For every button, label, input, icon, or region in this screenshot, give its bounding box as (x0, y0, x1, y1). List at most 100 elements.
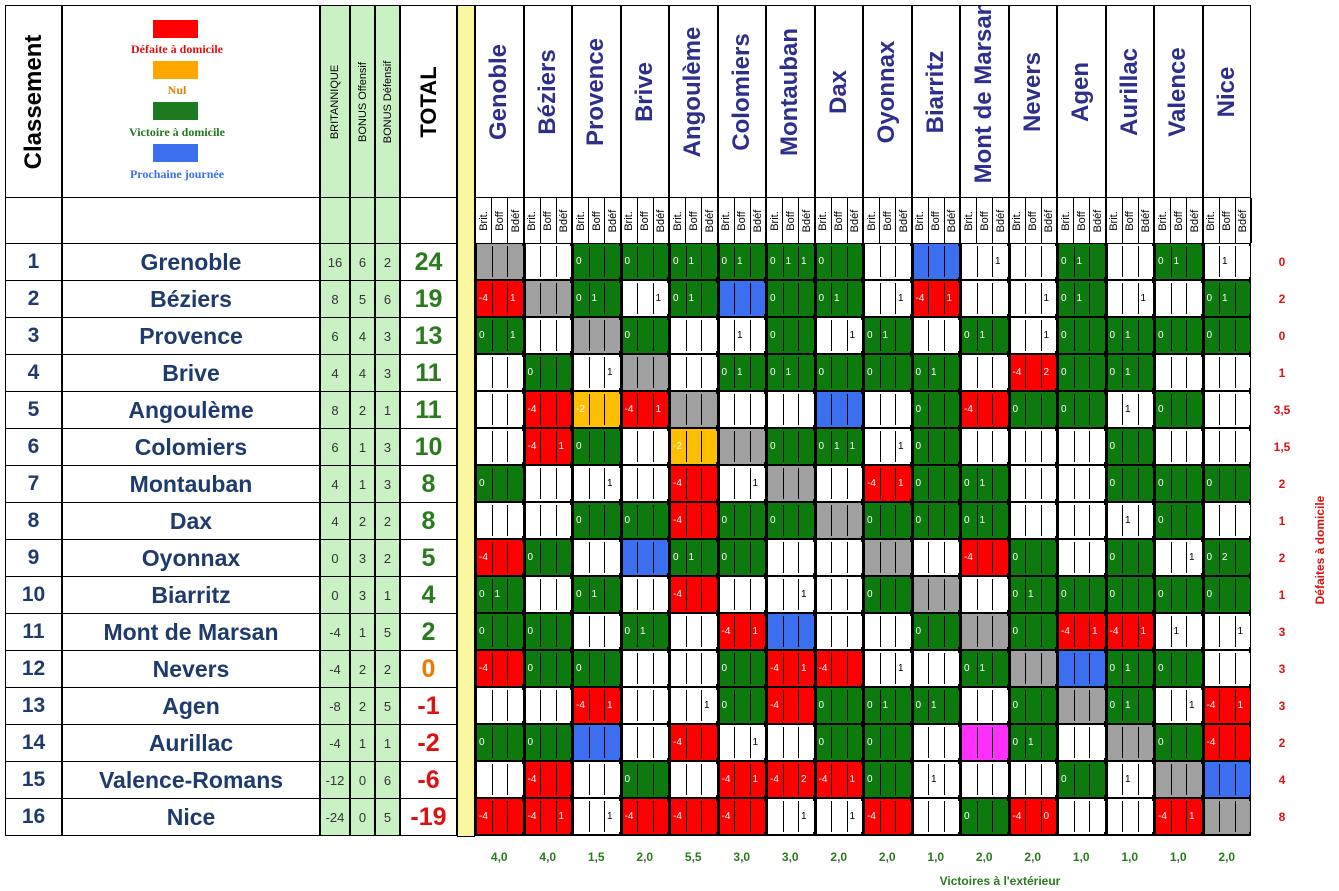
match-cell[interactable]: 0 (1057, 392, 1106, 429)
match-cell[interactable]: -4 (620, 799, 669, 836)
match-cell[interactable]: 1 (1008, 318, 1057, 355)
match-cell[interactable] (523, 318, 572, 355)
match-cell[interactable]: 0 (1057, 577, 1106, 614)
match-cell[interactable]: -4 1 (717, 762, 766, 799)
match-cell[interactable]: 0 (814, 688, 863, 725)
match-cell[interactable] (911, 244, 960, 281)
match-cell[interactable]: -4 1 (1202, 688, 1251, 725)
match-cell[interactable]: 1 (766, 799, 815, 836)
match-cell[interactable] (766, 614, 815, 651)
match-cell[interactable]: 0 (523, 651, 572, 688)
match-cell[interactable] (475, 688, 524, 725)
match-cell[interactable]: 1 (717, 725, 766, 762)
match-cell[interactable]: 0 (1008, 614, 1057, 651)
match-cell[interactable]: 0 (523, 614, 572, 651)
match-cell[interactable]: 0 (1154, 577, 1203, 614)
match-cell[interactable]: -4 1 (475, 281, 524, 318)
match-cell[interactable]: -4 1 (572, 688, 621, 725)
match-cell[interactable]: 0 (717, 688, 766, 725)
match-cell[interactable]: 0 (1008, 540, 1057, 577)
match-cell[interactable] (1154, 429, 1203, 466)
match-cell[interactable]: 0 (1105, 540, 1154, 577)
match-cell[interactable]: 0 (1154, 651, 1203, 688)
match-cell[interactable]: 0 (572, 429, 621, 466)
match-cell[interactable]: 0 (523, 725, 572, 762)
match-cell[interactable] (863, 392, 912, 429)
match-cell[interactable]: 1 (717, 466, 766, 503)
match-cell[interactable] (1154, 281, 1203, 318)
match-cell[interactable] (1202, 762, 1251, 799)
match-cell[interactable]: 0 (475, 725, 524, 762)
match-cell[interactable] (572, 540, 621, 577)
match-cell[interactable]: 1 (669, 688, 718, 725)
match-cell[interactable]: 0 (766, 429, 815, 466)
match-cell[interactable]: 0 (717, 540, 766, 577)
match-cell[interactable]: -4 (475, 651, 524, 688)
team-name[interactable]: Grenoble (62, 244, 320, 281)
match-cell[interactable] (911, 799, 960, 836)
match-cell[interactable] (523, 244, 572, 281)
match-cell[interactable]: -4 1 (1154, 799, 1203, 836)
match-cell[interactable] (1202, 392, 1251, 429)
match-cell[interactable] (1202, 429, 1251, 466)
match-cell[interactable] (523, 466, 572, 503)
match-cell[interactable] (814, 466, 863, 503)
team-name[interactable]: Agen (62, 688, 320, 725)
team-name[interactable]: Angoulème (62, 392, 320, 429)
match-cell[interactable]: -4 (669, 503, 718, 540)
match-cell[interactable]: 0 (1154, 725, 1203, 762)
match-cell[interactable]: -4 (475, 540, 524, 577)
match-cell[interactable]: 0 (620, 762, 669, 799)
match-cell[interactable] (717, 281, 766, 318)
match-cell[interactable] (1105, 725, 1154, 762)
match-cell[interactable]: 1 (1154, 688, 1203, 725)
match-cell[interactable] (1008, 651, 1057, 688)
match-cell[interactable]: 0 (572, 244, 621, 281)
match-cell[interactable]: -4 1 (523, 429, 572, 466)
match-cell[interactable] (1202, 503, 1251, 540)
match-cell[interactable] (766, 725, 815, 762)
match-cell[interactable] (523, 503, 572, 540)
match-cell[interactable] (620, 651, 669, 688)
match-cell[interactable]: 0 (717, 503, 766, 540)
match-cell[interactable]: -2 (572, 392, 621, 429)
match-cell[interactable]: 0 (863, 577, 912, 614)
match-cell[interactable]: 0 (572, 651, 621, 688)
match-cell[interactable]: 0 (620, 318, 669, 355)
match-cell[interactable]: 0 (814, 725, 863, 762)
match-cell[interactable]: -4 (669, 466, 718, 503)
match-cell[interactable] (1105, 244, 1154, 281)
match-cell[interactable]: 0 (620, 503, 669, 540)
match-cell[interactable] (572, 725, 621, 762)
match-cell[interactable]: -4 1 (1105, 614, 1154, 651)
match-cell[interactable]: 0 (523, 355, 572, 392)
match-cell[interactable]: 0 (863, 762, 912, 799)
match-cell[interactable]: -4 1 (620, 392, 669, 429)
match-cell[interactable]: 0 (814, 355, 863, 392)
match-cell[interactable]: 0 (1008, 688, 1057, 725)
team-name[interactable]: Mont de Marsan (62, 614, 320, 651)
match-cell[interactable]: -4 (475, 799, 524, 836)
match-cell[interactable] (717, 392, 766, 429)
match-cell[interactable]: 0 (814, 244, 863, 281)
match-cell[interactable] (669, 614, 718, 651)
match-cell[interactable] (1057, 688, 1106, 725)
match-cell[interactable] (523, 688, 572, 725)
match-cell[interactable]: -4 (814, 651, 863, 688)
match-cell[interactable]: -4 1 (1057, 614, 1106, 651)
match-cell[interactable] (475, 503, 524, 540)
match-cell[interactable] (911, 651, 960, 688)
match-cell[interactable] (863, 614, 912, 651)
match-cell[interactable] (669, 651, 718, 688)
match-cell[interactable]: 0 (863, 725, 912, 762)
